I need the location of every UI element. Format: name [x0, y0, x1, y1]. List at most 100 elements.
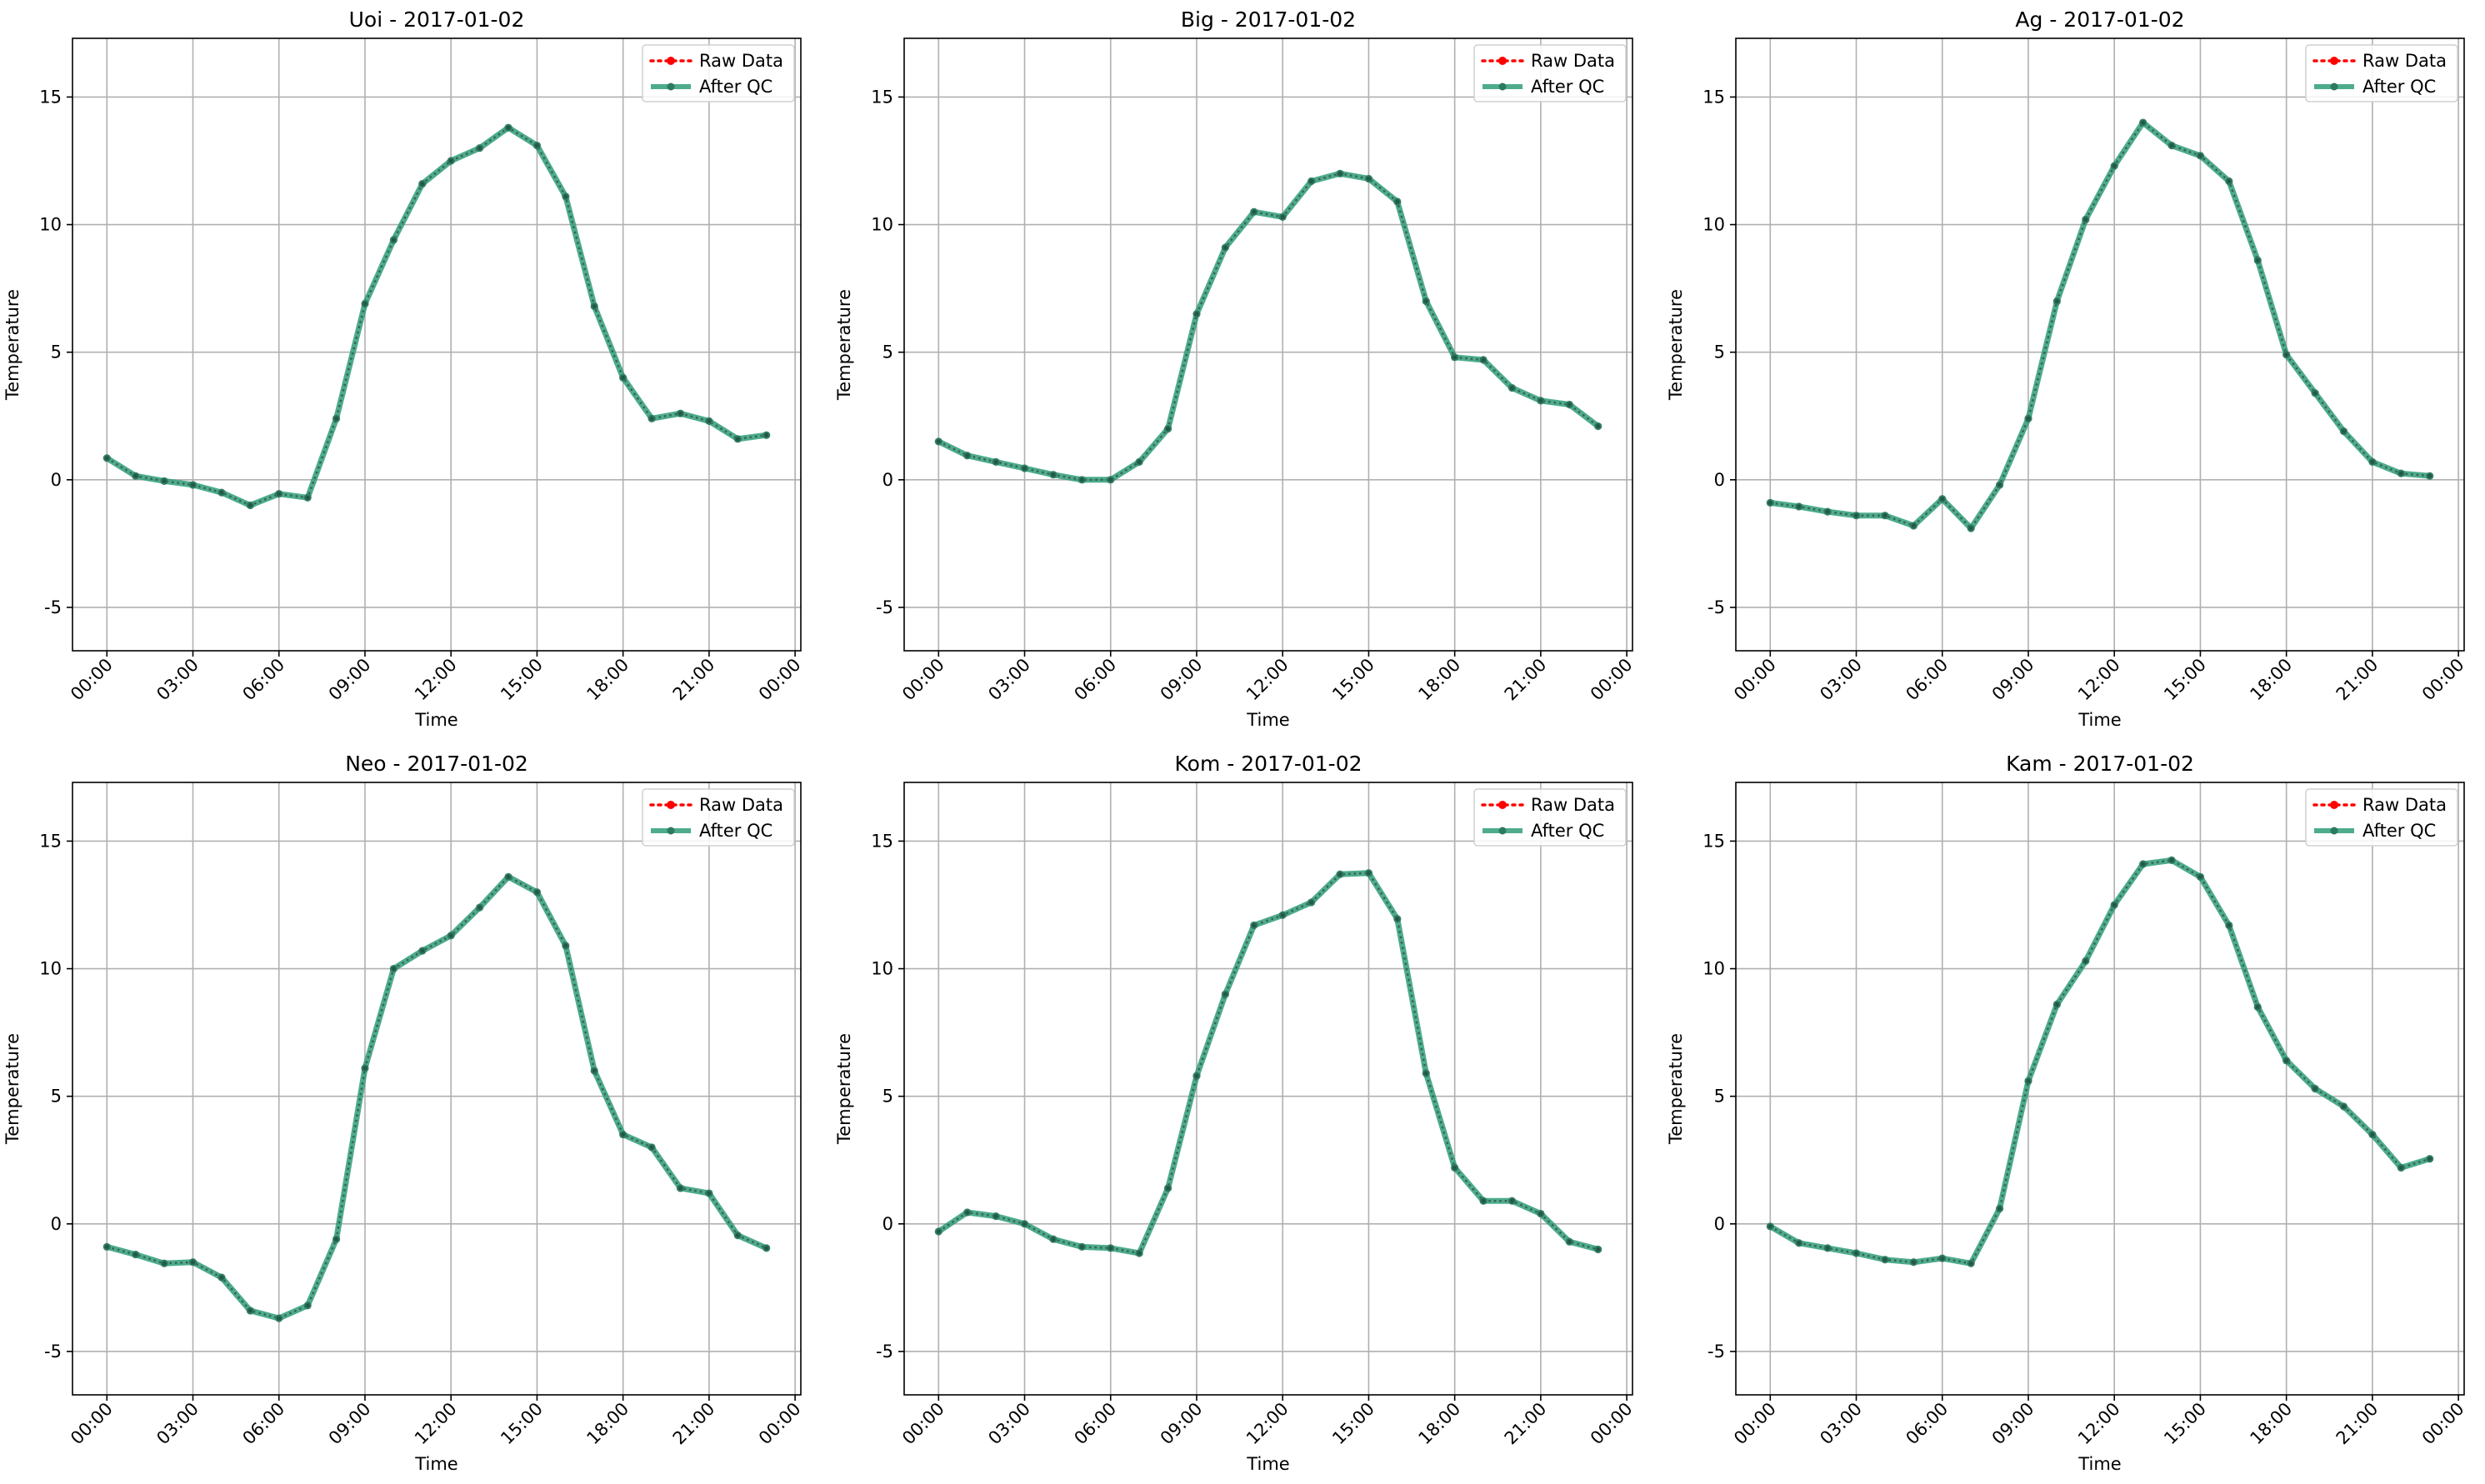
y-tick-label: 5 — [882, 1087, 893, 1107]
x-tick-label: 18:00 — [1414, 655, 1464, 705]
data-point-raw-data — [965, 453, 970, 458]
data-point-raw-data — [104, 1244, 109, 1249]
x-axis-label: Time — [1246, 710, 1289, 730]
x-tick-label: 09:00 — [325, 655, 375, 705]
data-point-raw-data — [2370, 459, 2375, 464]
y-tick-label: 5 — [882, 342, 893, 362]
data-point-raw-data — [1538, 398, 1543, 403]
y-tick-label: -5 — [1708, 1342, 1725, 1362]
y-tick-label: 15 — [1702, 831, 1725, 851]
data-point-raw-data — [2054, 1002, 2059, 1007]
data-point-raw-data — [305, 1303, 310, 1308]
y-tick-label: 15 — [1702, 87, 1725, 107]
legend-marker-raw-data — [1498, 801, 1507, 809]
data-point-raw-data — [448, 158, 453, 163]
y-tick-label: 0 — [51, 470, 62, 490]
legend-label-raw-data: Raw Data — [699, 795, 783, 815]
x-tick-label: 00:00 — [898, 1399, 948, 1449]
legend-marker-after-qc — [1498, 82, 1507, 91]
x-tick-label: 06:00 — [1071, 1399, 1121, 1449]
data-point-raw-data — [448, 933, 453, 938]
axes-frame — [1735, 37, 2465, 652]
y-tick-label: -5 — [44, 1342, 62, 1362]
y-tick-label: 15 — [39, 87, 62, 107]
legend: Raw Data After QC — [1473, 788, 1627, 847]
data-point-raw-data — [1968, 1261, 1973, 1266]
data-point-raw-data — [305, 495, 310, 500]
axes-frame — [72, 37, 802, 652]
data-point-raw-data — [735, 1232, 740, 1238]
x-tick-label: 03:00 — [152, 655, 202, 705]
data-point-raw-data — [1423, 1071, 1428, 1076]
legend-marker-raw-data — [2330, 801, 2338, 809]
data-point-raw-data — [219, 490, 224, 495]
data-point-raw-data — [2026, 1078, 2031, 1083]
legend-marker-raw-data — [667, 801, 675, 809]
data-point-raw-data — [2026, 416, 2031, 421]
chart-title: Kam - 2017-01-02 — [2006, 752, 2194, 776]
data-point-raw-data — [2141, 120, 2146, 125]
series-line-raw-data — [1769, 859, 2431, 1265]
plot-area — [1736, 782, 2464, 1395]
x-tick-label: 21:00 — [1501, 1399, 1551, 1449]
y-tick-label: 5 — [1714, 1087, 1725, 1107]
data-point-raw-data — [1538, 1211, 1543, 1217]
series-line-raw-data — [938, 872, 1599, 1255]
legend-marker-after-qc — [2330, 82, 2338, 91]
data-point-raw-data — [1252, 209, 1257, 214]
legend-marker-after-qc — [2330, 827, 2338, 835]
x-tick-label: 00:00 — [755, 1399, 805, 1449]
data-point-raw-data — [2198, 153, 2203, 158]
x-tick-label: 03:00 — [984, 655, 1034, 705]
x-tick-label: 15:00 — [1328, 1399, 1378, 1449]
x-tick-label: 00:00 — [898, 655, 948, 705]
x-tick-label: 18:00 — [582, 655, 632, 705]
data-point-raw-data — [1509, 385, 1515, 391]
data-point-raw-data — [133, 1252, 138, 1257]
x-tick-label: 06:00 — [239, 1399, 289, 1449]
y-tick-label: 0 — [1714, 470, 1725, 490]
x-tick-label: 06:00 — [1902, 655, 1952, 705]
x-tick-label: 12:00 — [2074, 655, 2124, 705]
x-tick-label: 15:00 — [2160, 655, 2210, 705]
data-point-raw-data — [248, 1308, 252, 1313]
legend-marker-after-qc — [1498, 827, 1507, 835]
data-point-raw-data — [1825, 1246, 1830, 1251]
x-tick-label: 03:00 — [984, 1399, 1034, 1449]
chart-title: Ag - 2017-01-02 — [2015, 7, 2184, 32]
chart-panel-0: -5 0 5 10 15 00:00 03:00 06:00 09:00 12:00 15:00 18… — [2, 7, 805, 730]
legend-marker-raw-data — [2330, 57, 2338, 65]
data-point-raw-data — [735, 437, 740, 442]
data-point-raw-data — [190, 1260, 196, 1265]
data-point-raw-data — [2284, 352, 2289, 357]
data-point-raw-data — [2198, 874, 2203, 879]
data-point-raw-data — [1137, 1251, 1142, 1256]
data-point-raw-data — [2169, 143, 2174, 148]
data-point-raw-data — [277, 492, 282, 497]
x-tick-label: 00:00 — [1730, 655, 1780, 705]
data-point-raw-data — [965, 1210, 970, 1215]
data-point-raw-data — [248, 502, 252, 508]
data-point-raw-data — [1338, 872, 1342, 877]
data-point-raw-data — [1452, 355, 1458, 360]
data-point-raw-data — [104, 456, 109, 461]
x-tick-label: 06:00 — [1071, 655, 1121, 705]
y-tick-label: 0 — [1714, 1214, 1725, 1234]
data-point-raw-data — [1051, 1237, 1056, 1242]
chart-title: Kom - 2017-01-02 — [1175, 752, 1362, 776]
data-point-raw-data — [707, 1191, 712, 1196]
chart-panel-3: -5 0 5 10 15 00:00 03:00 06:00 09:00 12:00 15:00 18… — [2, 752, 805, 1474]
x-tick-label: 21:00 — [2332, 655, 2382, 705]
data-point-raw-data — [1137, 459, 1142, 464]
data-point-raw-data — [1596, 423, 1601, 429]
axes-frame — [1735, 782, 2465, 1396]
x-tick-label: 15:00 — [1328, 655, 1378, 705]
data-point-raw-data — [362, 301, 368, 307]
x-tick-label: 00:00 — [755, 655, 805, 705]
x-tick-label: 21:00 — [2332, 1399, 2382, 1449]
data-point-raw-data — [1509, 1198, 1515, 1203]
x-tick-label: 00:00 — [1587, 1399, 1637, 1449]
x-tick-label: 12:00 — [411, 655, 461, 705]
data-point-raw-data — [592, 303, 597, 309]
x-tick-label: 03:00 — [1816, 1399, 1866, 1449]
